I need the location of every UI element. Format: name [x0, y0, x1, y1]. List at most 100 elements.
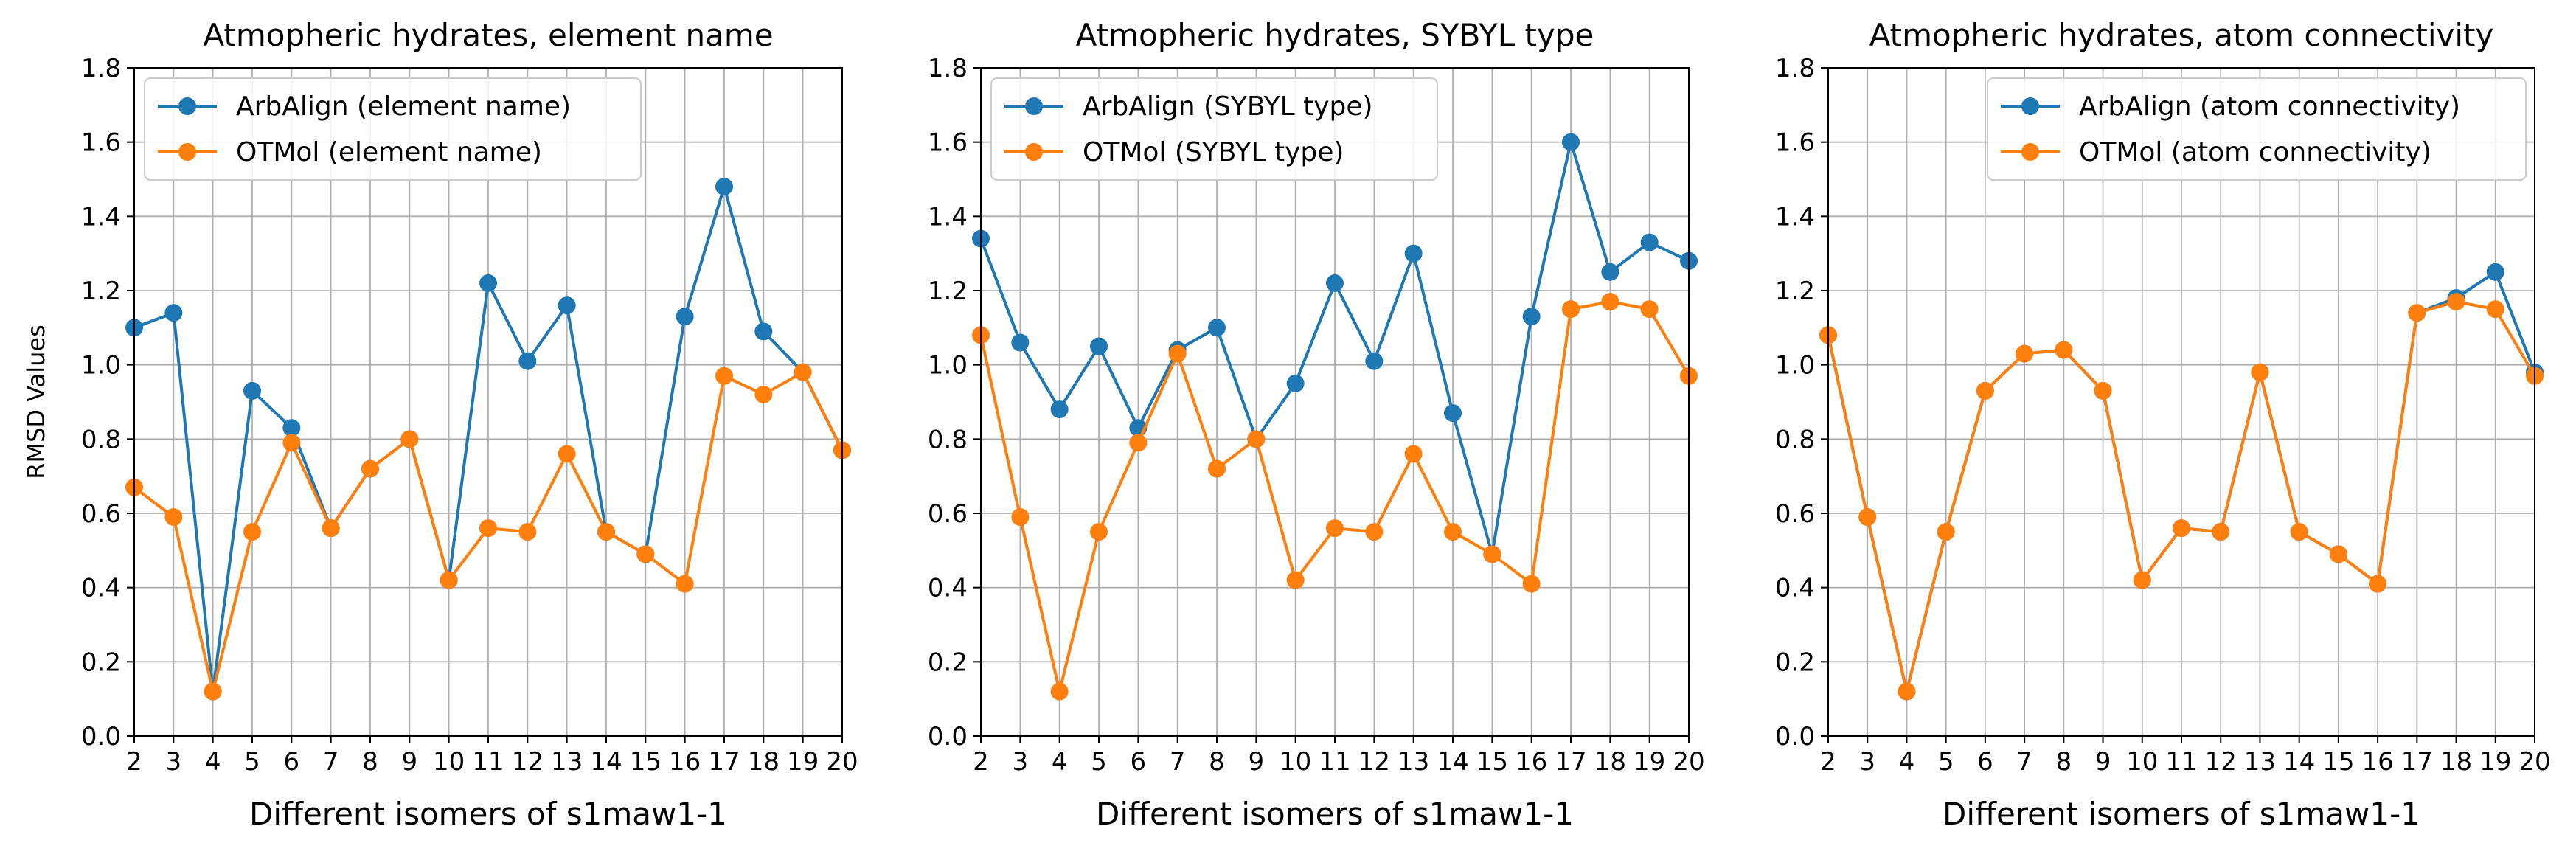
data-point: [715, 178, 733, 196]
data-point: [479, 519, 497, 538]
y-tick-label: 1.6: [81, 128, 121, 158]
data-point: [518, 523, 537, 541]
x-tick-label: 18: [2440, 747, 2472, 777]
y-tick-label: 0.0: [1775, 722, 1815, 752]
x-tick-label: 19: [1634, 747, 1665, 777]
y-tick-label: 0.2: [81, 648, 121, 677]
legend-marker: [2021, 143, 2039, 161]
data-point: [2329, 545, 2347, 563]
data-point: [1976, 381, 1994, 400]
x-tick-label: 3: [1859, 747, 1875, 777]
data-point: [2369, 575, 2387, 593]
data-point: [1522, 308, 1541, 326]
x-tick-label: 17: [708, 747, 740, 777]
data-point: [1483, 545, 1501, 563]
data-point: [1898, 682, 1916, 701]
legend-label: OTMol (SYBYL type): [1083, 137, 1344, 167]
legend-marker: [2021, 97, 2039, 115]
x-tick-label: 15: [2322, 747, 2354, 777]
legend-label: OTMol (atom connectivity): [2079, 137, 2431, 167]
data-point: [1090, 337, 1108, 355]
data-point: [1444, 523, 1462, 541]
x-tick-label: 17: [1555, 747, 1586, 777]
data-point: [2212, 523, 2230, 541]
x-tick-label: 7: [1170, 747, 1186, 777]
x-tick-label: 4: [1052, 747, 1068, 777]
chart-panel-2: 2 3 4 5 6 7 8 9 10 11 12 13 14 15 16 17 18 19 20 0.0 0.2 0.4 0…: [928, 17, 1705, 832]
y-tick-label: 1.0: [81, 351, 121, 381]
legend: ArbAlign (SYBYL type) OTMol (SYBYL type): [990, 77, 1438, 181]
data-point: [2408, 304, 2426, 322]
data-point: [1168, 344, 1187, 363]
data-point: [1404, 244, 1423, 263]
y-tick-label: 0.2: [1775, 648, 1815, 677]
x-tick-label: 20: [826, 747, 858, 777]
y-tick-label: 0.0: [81, 722, 121, 752]
y-tick-label: 0.0: [928, 722, 968, 752]
y-tick-label: 1.8: [928, 54, 968, 83]
y-tick-label: 0.4: [1775, 574, 1815, 603]
legend-label: ArbAlign (SYBYL type): [1083, 91, 1373, 122]
data-point: [1640, 233, 1659, 251]
data-point: [164, 304, 183, 322]
x-tick-label: 2: [126, 747, 142, 777]
data-point: [282, 419, 301, 437]
legend: ArbAlign (element name) OTMol (element na…: [144, 77, 642, 181]
data-point: [361, 459, 379, 478]
data-point: [1365, 352, 1384, 370]
x-tick-label: 10: [433, 747, 465, 777]
chart-panel-1: 2 3 4 5 6 7 8 9 10 11 12 13 14 15 16 17 18 19 20 0.0 0.2 0.4 0…: [22, 17, 858, 832]
data-point: [400, 430, 419, 448]
y-tick-label: 1.4: [1775, 202, 1815, 232]
data-point: [715, 367, 733, 385]
data-point: [1247, 430, 1266, 448]
legend-box: [1987, 77, 2527, 181]
data-point: [1326, 519, 1344, 538]
y-tick-label: 1.0: [1775, 351, 1815, 381]
y-tick-label: 1.2: [1775, 277, 1815, 306]
legend-marker: [178, 97, 196, 115]
x-tick-label: 7: [323, 747, 339, 777]
x-tick-label: 3: [1013, 747, 1029, 777]
x-tick-label: 6: [1977, 747, 1993, 777]
data-point: [1601, 263, 1619, 281]
data-point: [676, 308, 694, 326]
x-tick-label: 3: [166, 747, 182, 777]
y-tick-label: 0.4: [928, 574, 968, 603]
x-tick-label: 8: [2056, 747, 2072, 777]
x-tick-label: 6: [284, 747, 300, 777]
data-point: [1129, 434, 1148, 452]
x-tick-label: 5: [244, 747, 260, 777]
x-tick-label: 13: [1398, 747, 1429, 777]
data-point: [479, 274, 497, 292]
chart-panel-3: 2 3 4 5 6 7 8 9 10 11 12 13 14 15 16 17 18 19 20 0.0 0.2 0.4 0…: [1775, 17, 2551, 832]
chart-title: Atmopheric hydrates, SYBYL type: [1076, 17, 1594, 53]
data-point: [636, 545, 655, 563]
data-point: [2290, 523, 2308, 541]
y-tick-label: 1.8: [81, 54, 121, 83]
y-tick-label: 1.0: [928, 351, 968, 381]
data-point: [1640, 300, 1659, 319]
data-point: [1444, 404, 1462, 423]
data-point: [1050, 682, 1069, 701]
data-point: [2055, 341, 2073, 359]
data-point: [164, 508, 183, 527]
y-tick-label: 1.6: [1775, 128, 1815, 158]
x-tick-label: 18: [748, 747, 780, 777]
data-point: [794, 363, 812, 381]
x-tick-label: 17: [2401, 747, 2433, 777]
x-tick-label: 18: [1594, 747, 1626, 777]
x-tick-label: 8: [1209, 747, 1225, 777]
data-point: [1937, 523, 1955, 541]
x-tick-label: 9: [1249, 747, 1265, 777]
x-tick-label: 20: [1673, 747, 1704, 777]
x-tick-label: 8: [362, 747, 378, 777]
x-tick-label: 6: [1131, 747, 1147, 777]
legend-label: ArbAlign (atom connectivity): [2079, 91, 2460, 122]
y-tick-label: 0.8: [1775, 425, 1815, 454]
x-tick-label: 19: [2479, 747, 2511, 777]
x-tick-label: 16: [2361, 747, 2393, 777]
x-tick-label: 9: [2095, 747, 2111, 777]
data-point: [1858, 508, 1877, 527]
x-axis-label: Different isomers of s1maw1-1: [1096, 796, 1574, 832]
